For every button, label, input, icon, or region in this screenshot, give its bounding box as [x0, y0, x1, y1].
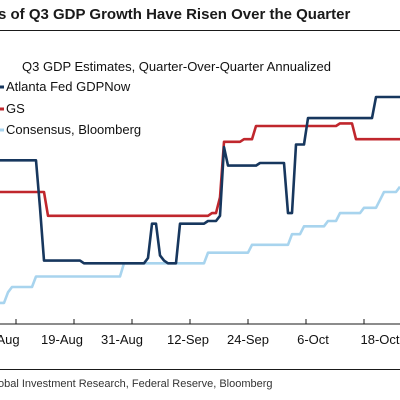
footer-rule: [0, 369, 400, 370]
x-tick-label: 6-Oct: [297, 332, 329, 347]
series-group: [0, 95, 400, 305]
series-line-consensus-bloomberg: [0, 185, 400, 305]
series-line-atlanta-fed-gdpnow: [0, 95, 400, 265]
x-tick-label: 24-Sep: [227, 332, 269, 347]
chart-title: s of Q3 GDP Growth Have Risen Over the Q…: [0, 6, 351, 23]
source-note: obal Investment Research, Federal Reserv…: [0, 378, 273, 390]
series-line-gs: [0, 122, 400, 218]
legend-label: Atlanta Fed GDPNow: [6, 79, 131, 94]
x-tick-label: 19-Aug: [41, 332, 83, 347]
x-tick-label: Aug: [0, 332, 20, 347]
x-axis: Aug 19-Aug 31-Aug 12-Sep 24-Sep 6-Oct 18-Oct: [0, 319, 400, 347]
legend: Atlanta Fed GDPNow GS Consensus, Bloomberg: [0, 79, 141, 137]
legend-label: Consensus, Bloomberg: [6, 122, 141, 137]
x-tick-label: 18-Oct: [360, 332, 399, 347]
x-tick-label: 31-Aug: [101, 332, 143, 347]
chart-subtitle: Q3 GDP Estimates, Quarter-Over-Quarter A…: [22, 59, 331, 74]
title-rule: [0, 30, 400, 31]
x-tick-label: 12-Sep: [167, 332, 209, 347]
legend-label: GS: [6, 101, 25, 116]
